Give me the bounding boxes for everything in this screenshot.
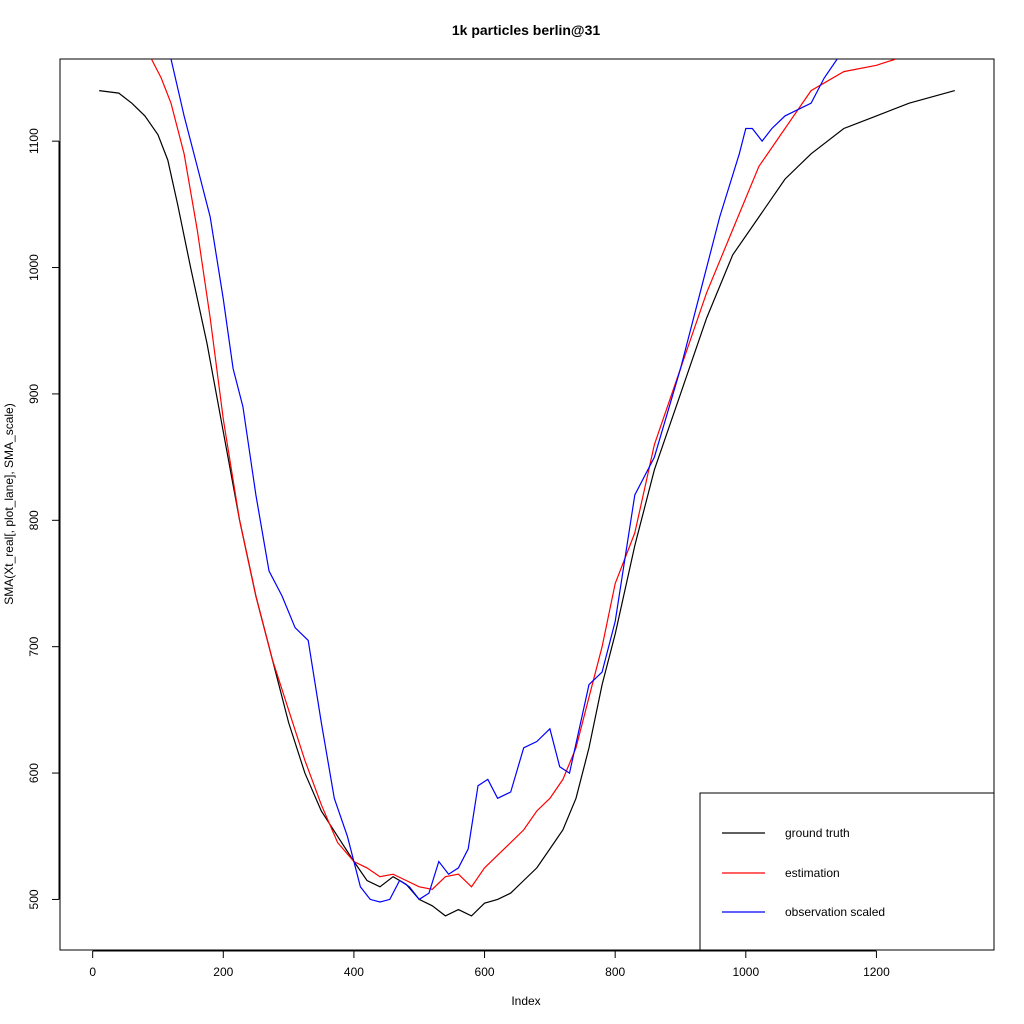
x-tick-label: 1000: [732, 965, 759, 979]
legend-label-observation-scaled: observation scaled: [785, 905, 885, 919]
legend-label-estimation: estimation: [785, 866, 840, 880]
legend-box: [699, 792, 995, 951]
series-line-observation-scaled: [170, 59, 838, 903]
y-tick-label: 800: [27, 510, 41, 530]
series-line-estimation: [150, 59, 897, 890]
y-tick-label: 1000: [27, 254, 41, 281]
legend: ground truth estimation observation scaled: [699, 792, 995, 951]
series-line-ground-truth: [99, 90, 955, 917]
legend-label-ground-truth: ground truth: [785, 826, 850, 840]
x-axis: 0 200 400 600 800 1000 1200: [89, 950, 890, 979]
x-tick-label: 400: [344, 965, 364, 979]
x-tick-label: 200: [213, 965, 233, 979]
y-tick-label: 500: [27, 889, 41, 909]
plot-frame: [59, 58, 995, 951]
x-tick-label: 1200: [863, 965, 890, 979]
chart-title: 1k particles berlin@31: [452, 22, 600, 38]
y-axis: 500 600 700 800 900 1000 1100: [27, 128, 60, 909]
x-axis-label: Index: [511, 994, 540, 1008]
y-tick-label: 900: [27, 384, 41, 404]
x-tick-label: 0: [89, 965, 96, 979]
y-tick-label: 1100: [27, 128, 41, 154]
x-tick-label: 600: [475, 965, 495, 979]
x-tick-label: 800: [605, 965, 625, 979]
y-tick-label: 700: [27, 636, 41, 656]
y-tick-label: 600: [27, 763, 41, 783]
y-axis-label: SMA(Xt_real[, plot_lane], SMA_scale): [2, 403, 16, 604]
series-layer: [99, 59, 955, 917]
